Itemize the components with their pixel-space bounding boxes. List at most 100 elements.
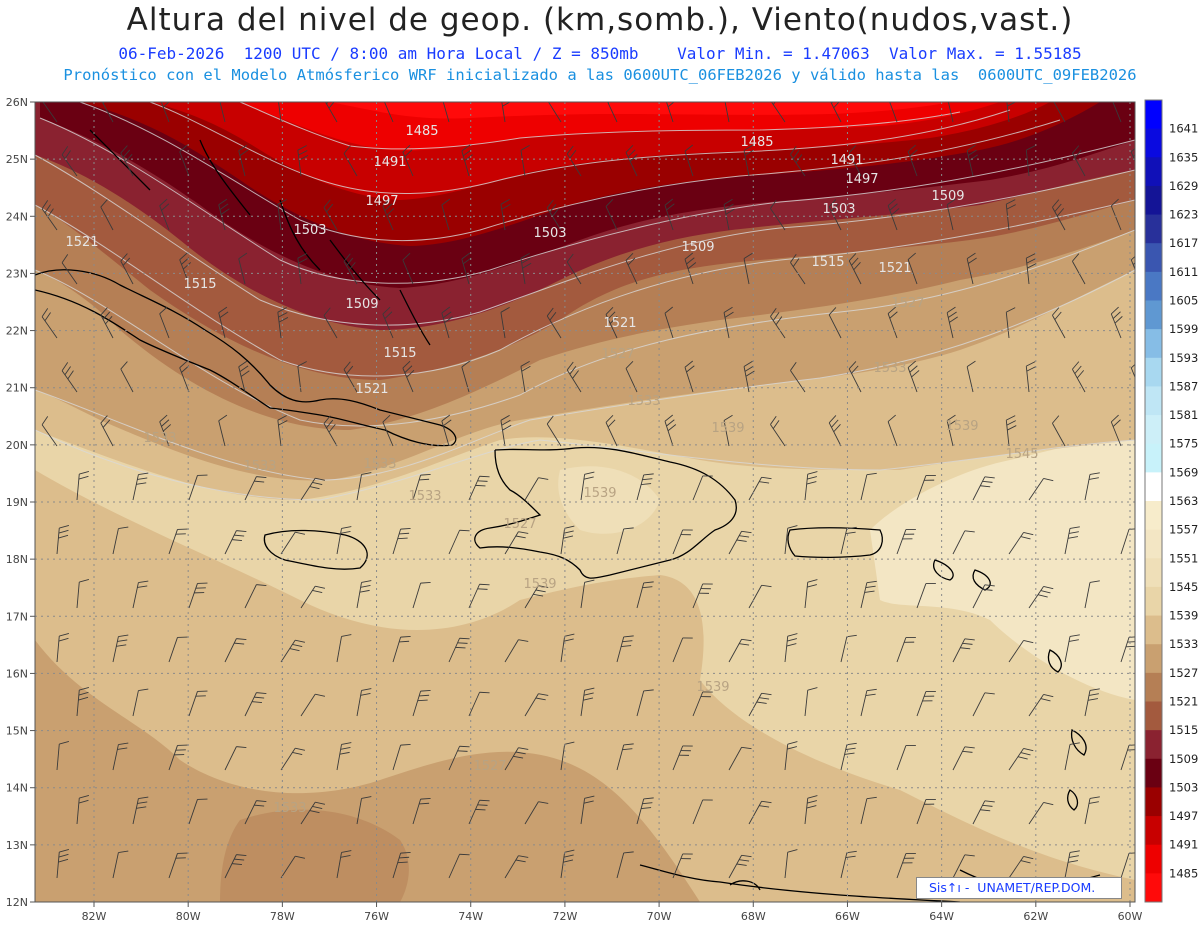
wind-barb-feather bbox=[846, 526, 857, 530]
wind-barb-feather bbox=[686, 257, 695, 265]
wind-barb-shaft bbox=[748, 693, 762, 717]
wind-barb-shaft bbox=[616, 744, 625, 771]
wind-barb-shaft bbox=[743, 150, 750, 177]
wind-barb-shaft bbox=[112, 852, 119, 879]
wind-barb-feather bbox=[775, 316, 783, 325]
contour-label: 1515 bbox=[383, 346, 416, 361]
wind-barb-feather bbox=[770, 416, 777, 425]
wind-barb-feather bbox=[231, 539, 243, 541]
wind-barb-feather bbox=[787, 638, 797, 642]
wind-barb-feather bbox=[736, 539, 747, 542]
wind-barb-shaft bbox=[560, 528, 566, 555]
wind-barb-feather bbox=[1089, 688, 1100, 691]
wind-barb-feather bbox=[846, 634, 857, 638]
wind-barb-feather bbox=[584, 471, 595, 475]
wind-barb-shaft bbox=[840, 852, 848, 879]
wind-barb-shaft bbox=[887, 313, 898, 339]
wind-barb-feather bbox=[549, 311, 557, 321]
wind-barb-shaft bbox=[244, 584, 257, 609]
wind-barb-feather bbox=[441, 306, 451, 314]
wind-barb-shaft bbox=[448, 530, 460, 555]
wind-barb-feather bbox=[609, 316, 618, 324]
wind-barb-feather bbox=[1043, 478, 1054, 482]
wind-barb-feather bbox=[684, 360, 694, 368]
colorbar-frame bbox=[1144, 99, 1163, 903]
colorbar-swatch bbox=[1145, 644, 1162, 674]
wind-barb-feather bbox=[828, 199, 837, 208]
wind-barb-feather bbox=[538, 801, 549, 804]
contour-label: 1503 bbox=[533, 226, 566, 241]
lat-tick-label: 21N bbox=[6, 382, 28, 395]
wind-barb-feather bbox=[1052, 415, 1060, 424]
wind-barb-shaft bbox=[684, 151, 694, 177]
wind-barb-feather bbox=[845, 855, 856, 858]
wind-barb-feather bbox=[479, 583, 490, 586]
wind-barb-shaft bbox=[168, 745, 178, 771]
contour-label: 1533 bbox=[627, 394, 660, 409]
wind-barb-feather bbox=[138, 796, 149, 800]
wind-barb-shaft bbox=[280, 639, 296, 663]
wind-barb-feather bbox=[583, 697, 594, 701]
wind-barb-feather bbox=[419, 694, 430, 697]
wind-barb-feather bbox=[790, 362, 797, 371]
wind-barb-shaft bbox=[1028, 694, 1044, 717]
wind-barb-shaft bbox=[224, 638, 237, 663]
contour-label: 1539 bbox=[696, 680, 729, 695]
wind-barb-feather bbox=[137, 801, 148, 804]
wind-barb-feather bbox=[583, 692, 594, 696]
wind-barb-shaft bbox=[392, 853, 402, 879]
wind-barb-feather bbox=[420, 474, 431, 476]
colorbar-swatch bbox=[1145, 214, 1162, 244]
wind-barb-shaft bbox=[1110, 205, 1122, 231]
wind-barb-feather bbox=[277, 307, 287, 313]
wind-barb-shaft bbox=[692, 583, 704, 609]
lon-tick-label: 64W bbox=[929, 910, 954, 923]
wind-barb-shaft bbox=[972, 800, 986, 825]
wind-barb-shaft bbox=[840, 528, 848, 555]
lon-tick-label: 68W bbox=[741, 910, 766, 923]
wind-barb-shaft bbox=[297, 150, 302, 177]
wind-barb-shaft bbox=[547, 102, 562, 123]
lat-tick-label: 13N bbox=[6, 839, 28, 852]
wind-barb-feather bbox=[292, 751, 303, 755]
contour-label: 1527 bbox=[601, 347, 634, 362]
lon-tick-label: 60W bbox=[1118, 910, 1143, 923]
wind-barb-feather bbox=[479, 475, 490, 478]
wind-barb-feather bbox=[477, 588, 488, 590]
wind-barb-feather bbox=[518, 747, 529, 750]
wind-barb-feather bbox=[1026, 258, 1036, 264]
wind-barb-shaft bbox=[179, 367, 190, 393]
wind-barb-feather bbox=[546, 199, 554, 209]
wind-barb-feather bbox=[58, 534, 69, 539]
wind-barb-feather bbox=[122, 149, 131, 158]
wind-barb-shaft bbox=[947, 102, 954, 123]
colorbar-swatch bbox=[1145, 844, 1162, 874]
contour-label: 1521 bbox=[878, 261, 911, 276]
colorbar-label: 1617 bbox=[1169, 236, 1198, 250]
wind-barb-feather bbox=[520, 144, 530, 151]
wind-barb-feather bbox=[64, 150, 71, 160]
wind-barb-feather bbox=[234, 642, 245, 645]
wind-barb-feather bbox=[118, 850, 129, 854]
wind-barb-feather bbox=[297, 361, 307, 367]
contour-label: 1491 bbox=[373, 155, 406, 170]
wind-barb-shaft bbox=[76, 582, 80, 609]
wind-barb-feather bbox=[1026, 366, 1036, 372]
wind-barb-feather bbox=[625, 360, 634, 369]
wind-barb-feather bbox=[278, 317, 289, 323]
wind-barb-feather bbox=[806, 481, 817, 485]
wind-barb-shaft bbox=[224, 854, 237, 879]
wind-barb-feather bbox=[384, 311, 393, 319]
wind-barb-feather bbox=[684, 252, 694, 260]
wind-barb-shaft bbox=[666, 102, 674, 123]
wind-barb-feather bbox=[968, 149, 977, 156]
wind-barb-feather bbox=[1069, 634, 1080, 637]
wind-barb-feather bbox=[844, 752, 855, 755]
wind-barb-feather bbox=[297, 145, 307, 151]
lat-tick-label: 23N bbox=[6, 267, 28, 280]
wind-barb-shaft bbox=[42, 102, 58, 123]
wind-barb-feather bbox=[120, 361, 128, 370]
wind-barb-feather bbox=[739, 859, 750, 862]
wind-barb-feather bbox=[1072, 253, 1080, 262]
contour-label: 1485 bbox=[740, 135, 773, 150]
